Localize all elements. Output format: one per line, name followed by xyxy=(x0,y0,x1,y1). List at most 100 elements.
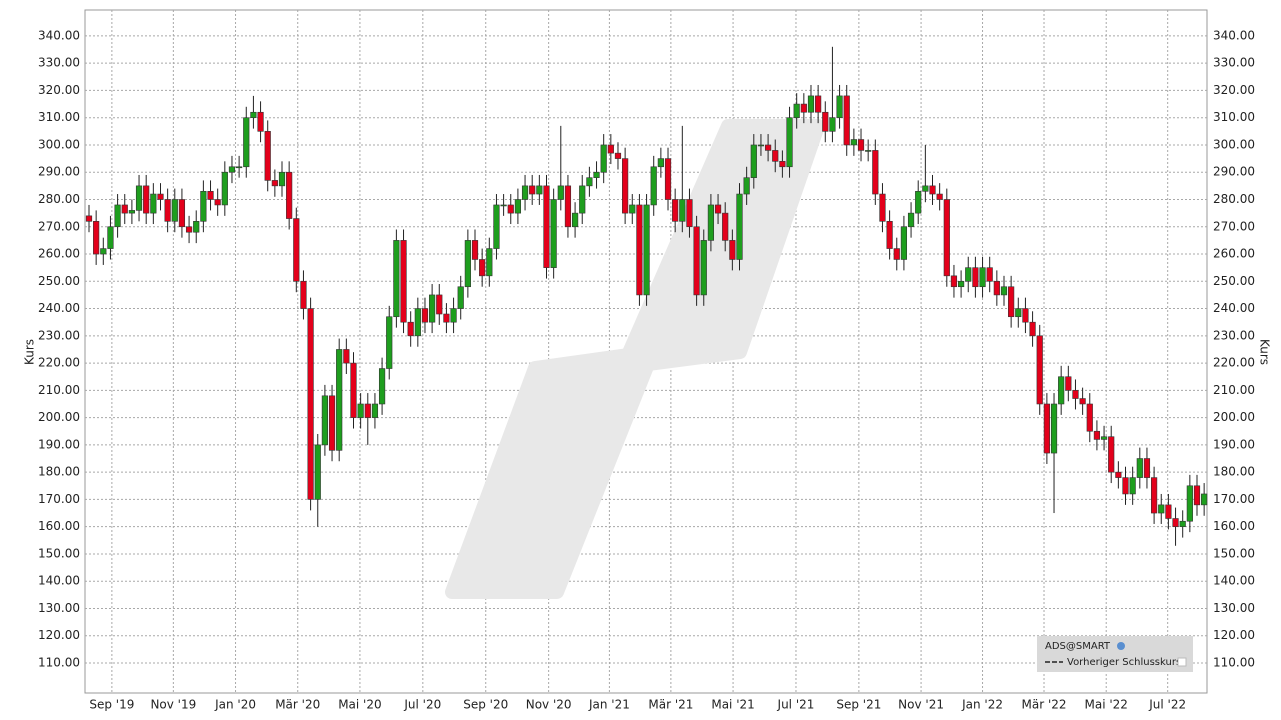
y-axis-label: Kurs xyxy=(23,339,37,365)
candle-body xyxy=(114,204,121,228)
candle-body xyxy=(228,166,236,173)
candle-body xyxy=(1015,308,1022,318)
candle-body xyxy=(1108,436,1115,473)
candle-body xyxy=(957,280,965,288)
candle-body xyxy=(1186,485,1193,522)
candle-body xyxy=(1093,430,1101,440)
x-tick-label: Nov '20 xyxy=(526,698,572,712)
candle-body xyxy=(679,199,686,222)
candle-body xyxy=(722,212,729,241)
y2-tick-label: 260.00 xyxy=(1213,247,1255,261)
candle-body xyxy=(843,95,850,146)
candle-body xyxy=(221,171,228,206)
candle-body xyxy=(650,166,657,206)
candle-body xyxy=(886,221,893,249)
candle-body xyxy=(486,248,493,277)
candle-body xyxy=(893,248,900,260)
candle-body xyxy=(357,403,364,418)
x-tick-label: Jan '21 xyxy=(588,698,630,712)
legend-checkbox[interactable] xyxy=(1177,657,1187,667)
candle-body xyxy=(807,95,815,113)
candle-body xyxy=(250,111,257,118)
candle-body xyxy=(514,199,522,214)
candle-body xyxy=(757,144,765,147)
candle-body xyxy=(1072,390,1079,399)
y2-tick-label: 210.00 xyxy=(1213,383,1255,397)
candle-body xyxy=(836,95,843,118)
candle-body xyxy=(328,395,336,451)
y2-tick-label: 240.00 xyxy=(1213,301,1255,315)
candle-body xyxy=(793,103,800,118)
y2-tick-label: 170.00 xyxy=(1213,492,1255,506)
candle-body xyxy=(779,161,786,168)
x-tick-label: Nov '19 xyxy=(150,698,196,712)
x-tick-label: Mai '21 xyxy=(711,698,754,712)
candle-body xyxy=(929,185,936,195)
candle-body xyxy=(772,150,779,162)
y2-tick-label: 140.00 xyxy=(1213,574,1255,588)
candle-body xyxy=(815,95,822,113)
candle-body xyxy=(479,259,486,277)
y2-axis-label: Kurs xyxy=(1258,339,1272,365)
candle-body xyxy=(822,111,829,132)
candle-body xyxy=(922,185,929,192)
x-tick-label: Jul '21 xyxy=(777,698,815,712)
candle-body xyxy=(879,193,886,222)
candle-body xyxy=(736,193,743,260)
x-tick-label: Jul '22 xyxy=(1148,698,1186,712)
candle-body xyxy=(786,117,793,168)
candle-body xyxy=(143,185,150,214)
candle-body xyxy=(700,240,707,296)
y2-tick-label: 150.00 xyxy=(1213,546,1255,560)
candle-body xyxy=(214,199,221,206)
candle-body xyxy=(686,199,693,228)
candle-body xyxy=(293,218,300,282)
y-tick-label: 260.00 xyxy=(38,247,80,261)
candle-body xyxy=(872,150,879,195)
candle-body xyxy=(378,368,386,405)
x-tick-label: Jan '22 xyxy=(961,698,1003,712)
candle-body xyxy=(1065,376,1072,391)
candle-body xyxy=(1201,493,1208,506)
y-tick-label: 110.00 xyxy=(38,656,80,670)
candle-body xyxy=(85,215,93,222)
candle-body xyxy=(1058,376,1065,405)
candle-body xyxy=(622,158,629,214)
candle-body xyxy=(600,144,607,173)
candle-body xyxy=(1115,471,1122,478)
candle-body xyxy=(236,166,243,169)
candle-body xyxy=(393,240,400,318)
y-tick-label: 150.00 xyxy=(38,546,80,560)
candle-body xyxy=(1136,458,1143,478)
candle-body xyxy=(414,308,421,337)
y-tick-label: 280.00 xyxy=(38,192,80,206)
y2-tick-label: 190.00 xyxy=(1213,437,1255,451)
candle-body xyxy=(157,193,164,200)
candle-body xyxy=(764,144,772,151)
candle-body xyxy=(564,185,572,228)
candle-body xyxy=(1193,485,1201,506)
x-tick-label: Sep '19 xyxy=(89,698,134,712)
candle-body xyxy=(257,111,264,132)
candle-body xyxy=(1008,286,1015,318)
y-tick-label: 180.00 xyxy=(38,465,80,479)
candle-body xyxy=(500,204,507,207)
candle-body xyxy=(972,267,979,288)
x-tick-label: Mär '22 xyxy=(1022,698,1067,712)
candle-body xyxy=(121,204,128,214)
y-tick-label: 330.00 xyxy=(38,56,80,70)
y2-tick-label: 340.00 xyxy=(1213,28,1255,42)
candle-body xyxy=(986,267,993,282)
candle-body xyxy=(1086,403,1093,432)
watermark xyxy=(445,119,825,599)
candle-body xyxy=(521,185,529,200)
candle-body xyxy=(557,185,564,200)
candle-body xyxy=(436,294,443,315)
candle-body xyxy=(693,226,700,296)
candle-body xyxy=(1129,477,1136,495)
x-tick-label: Mär '21 xyxy=(648,698,693,712)
candle-body xyxy=(1050,403,1058,454)
candle-body xyxy=(672,199,679,222)
candle-body xyxy=(664,158,672,200)
